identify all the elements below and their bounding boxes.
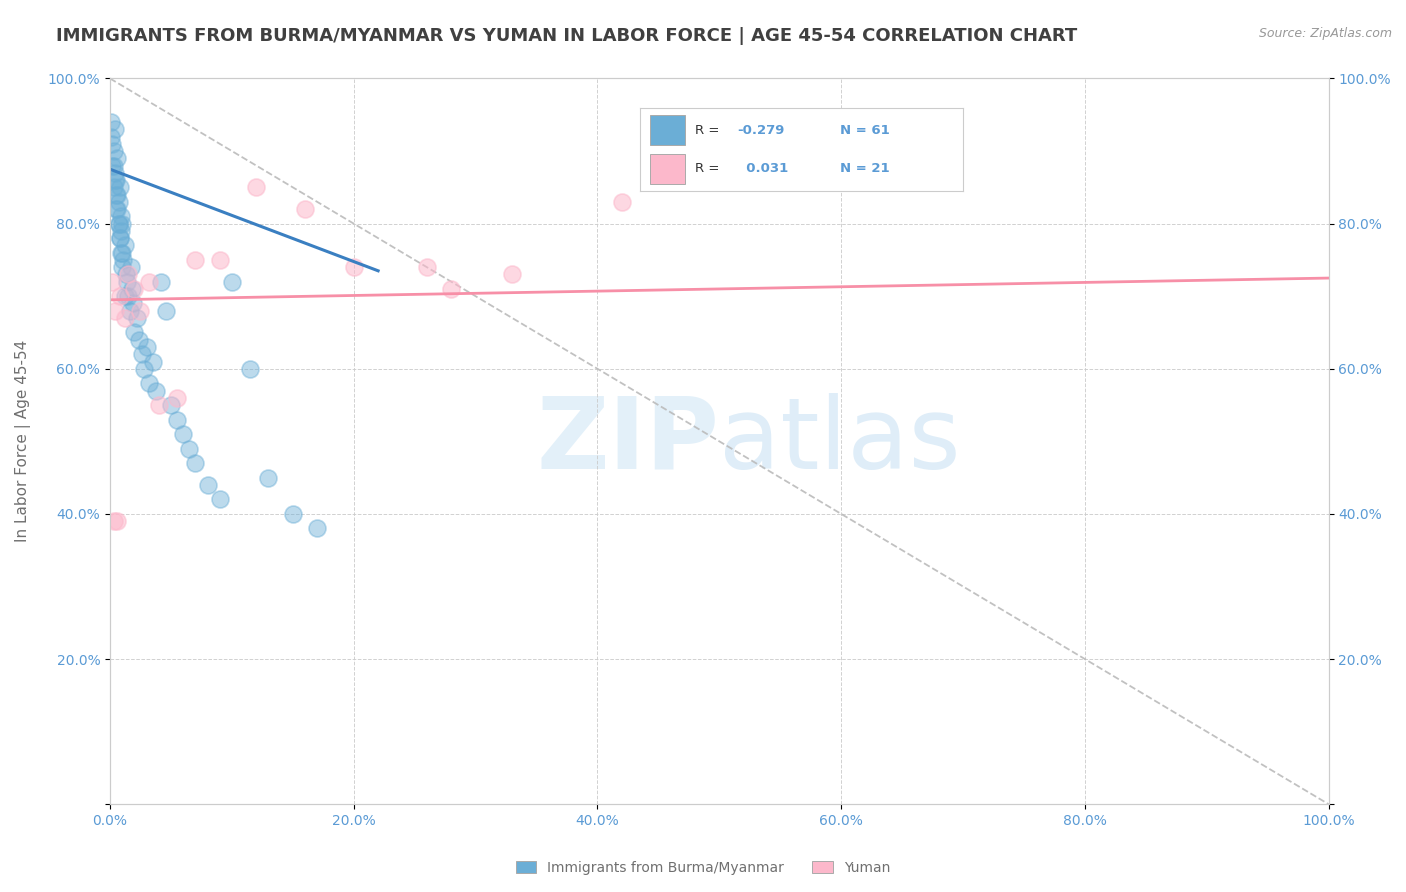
Point: [110, 245, 132, 260]
Text: IMMIGRANTS FROM BURMA/MYANMAR VS YUMAN IN LABOR FORCE | AGE 45-54 CORRELATION CH: IMMIGRANTS FROM BURMA/MYANMAR VS YUMAN I…: [56, 27, 1077, 45]
Point: [110, 224, 132, 238]
Point: [120, 260, 142, 275]
Y-axis label: In Labor Force | Age 45-54: In Labor Force | Age 45-54: [15, 340, 31, 542]
Point: [307, 521, 329, 535]
Legend: Immigrants from Burma/Myanmar, Yuman: Immigrants from Burma/Myanmar, Yuman: [510, 855, 896, 880]
Point: [117, 289, 139, 303]
Point: [124, 326, 146, 340]
Point: [115, 275, 138, 289]
Point: [111, 217, 134, 231]
Point: [128, 333, 150, 347]
Point: [103, 159, 125, 173]
Point: [221, 275, 243, 289]
Point: [112, 252, 135, 267]
Point: [111, 245, 134, 260]
Point: [107, 217, 129, 231]
Point: [416, 260, 439, 275]
Point: [105, 187, 128, 202]
Point: [179, 442, 201, 456]
Point: [245, 180, 267, 194]
Point: [111, 260, 134, 275]
Point: [184, 252, 207, 267]
Point: [155, 303, 177, 318]
Point: [281, 507, 304, 521]
Point: [501, 268, 523, 282]
Point: [138, 275, 160, 289]
Point: [104, 122, 127, 136]
Point: [104, 166, 127, 180]
Point: [105, 514, 128, 528]
Point: [135, 340, 157, 354]
Point: [105, 202, 128, 216]
Point: [114, 310, 136, 325]
Point: [122, 296, 145, 310]
Point: [110, 210, 132, 224]
Point: [257, 470, 280, 484]
Point: [108, 289, 131, 303]
Point: [138, 376, 160, 391]
Point: [208, 492, 231, 507]
Point: [114, 289, 136, 303]
Point: [103, 144, 125, 158]
Point: [101, 159, 124, 173]
Point: [118, 303, 141, 318]
Point: [125, 310, 148, 325]
Point: [101, 275, 124, 289]
Point: [208, 252, 231, 267]
Point: [148, 398, 170, 412]
Point: [343, 260, 366, 275]
Point: [103, 180, 125, 194]
Point: [104, 173, 127, 187]
Point: [145, 384, 167, 398]
Point: [104, 303, 127, 318]
Point: [166, 412, 188, 426]
Point: [105, 202, 128, 216]
Point: [124, 282, 146, 296]
Point: [160, 398, 183, 412]
Point: [150, 275, 173, 289]
Point: [134, 361, 156, 376]
Text: atlas: atlas: [720, 392, 960, 490]
Point: [108, 231, 131, 245]
Point: [105, 151, 128, 165]
Point: [239, 361, 262, 376]
Point: [131, 347, 153, 361]
Point: [103, 514, 125, 528]
Point: [107, 194, 129, 209]
Point: [172, 427, 194, 442]
Point: [100, 129, 122, 144]
Point: [105, 173, 128, 187]
Point: [114, 238, 136, 252]
Point: [117, 268, 139, 282]
Point: [107, 217, 129, 231]
Point: [100, 115, 122, 129]
Point: [197, 478, 219, 492]
Text: ZIP: ZIP: [537, 392, 720, 490]
Point: [184, 456, 207, 470]
Point: [105, 187, 128, 202]
Point: [610, 194, 633, 209]
Point: [121, 282, 143, 296]
Point: [294, 202, 316, 216]
Point: [101, 136, 124, 151]
Point: [129, 303, 152, 318]
Point: [108, 180, 131, 194]
Point: [115, 268, 138, 282]
Point: [108, 231, 131, 245]
Point: [166, 391, 188, 405]
Text: Source: ZipAtlas.com: Source: ZipAtlas.com: [1258, 27, 1392, 40]
Point: [440, 282, 463, 296]
Point: [142, 354, 165, 368]
